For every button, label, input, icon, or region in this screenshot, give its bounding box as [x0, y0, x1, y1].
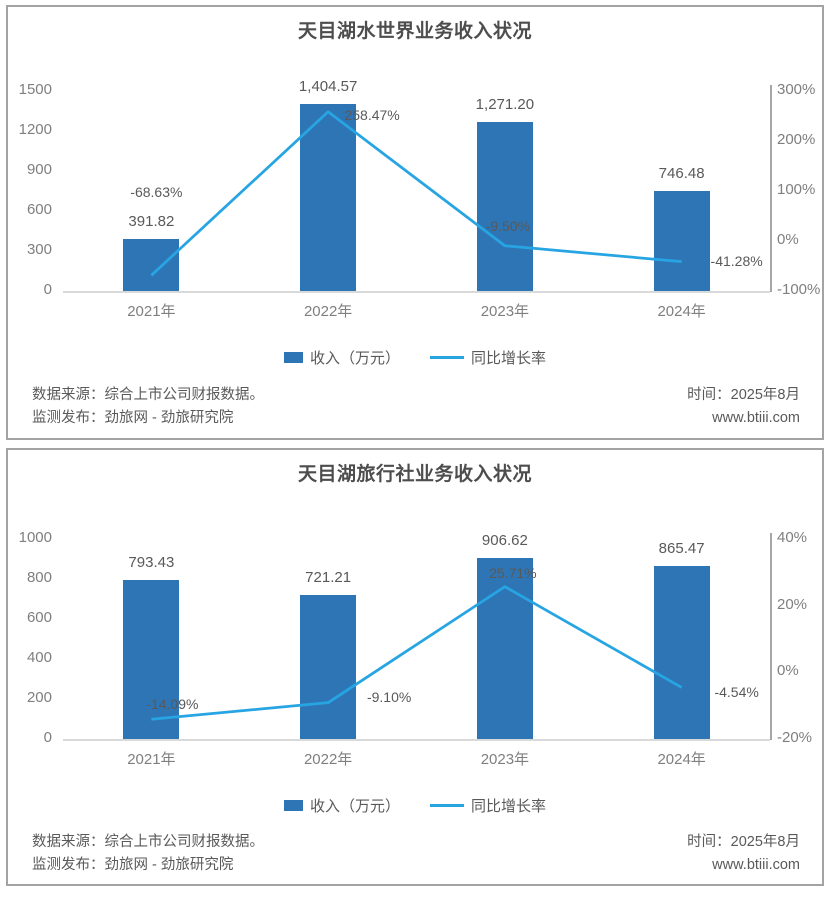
legend-label-growth: 同比增长率 [471, 350, 547, 367]
chart-panel-water-world: 天目湖水世界业务收入状况 收入（万元） 同比增长率 数据来源：综合上市公司财报数… [6, 5, 824, 440]
right-axis-tick-label: -100% [777, 281, 821, 298]
chart-footer: 数据来源：综合上市公司财报数据。 监测发布：劲旅网 - 劲旅研究院 时间：202… [32, 384, 800, 430]
revenue-bar [653, 565, 710, 739]
left-axis-tick-label: 300 [26, 241, 52, 258]
right-axis-line [770, 533, 772, 740]
legend-label-revenue: 收入（万元） [309, 350, 400, 367]
growth-point-label: -9.10% [366, 688, 412, 705]
growth-point-label: -68.63% [130, 184, 183, 201]
revenue-bar [476, 121, 533, 291]
growth-point-label: -9.50% [485, 217, 531, 234]
legend-item-growth: 同比增长率 [430, 347, 546, 368]
right-axis-tick-label: 200% [777, 131, 816, 148]
legend-item-growth: 同比增长率 [430, 795, 546, 816]
right-axis-tick-label: 20% [777, 595, 808, 613]
footer-time-line: 时间：2025年8月 [687, 834, 800, 850]
revenue-bar [653, 191, 710, 291]
left-axis-tick-label: 0 [43, 281, 52, 298]
footer-publisher-line: 监测发布：劲旅网 - 劲旅研究院 [32, 857, 234, 873]
legend-item-revenue: 收入（万元） [283, 795, 400, 816]
growth-rate-polyline [151, 585, 683, 721]
left-axis-tick-label: 1200 [18, 121, 52, 138]
footer-source-block: 数据来源：综合上市公司财报数据。 监测发布：劲旅网 - 劲旅研究院 [32, 831, 264, 877]
chart-footer: 数据来源：综合上市公司财报数据。 监测发布：劲旅网 - 劲旅研究院 时间：202… [32, 831, 800, 877]
revenue-bar [300, 103, 357, 291]
bar-value-label: 391.82 [128, 212, 175, 230]
footer-website: www.btiii.com [712, 410, 800, 426]
left-axis-tick-label: 200 [26, 689, 52, 706]
right-axis-tick-label: 100% [777, 181, 816, 198]
right-axis-tick-label: 40% [777, 529, 808, 546]
left-axis-tick-label: 800 [26, 569, 52, 586]
footer-publisher-line: 监测发布：劲旅网 - 劲旅研究院 [32, 410, 234, 426]
growth-rate-polyline [150, 110, 682, 277]
right-axis-line [770, 85, 772, 292]
right-axis-tick-label: -20% [777, 729, 813, 746]
left-axis-tick-label: 600 [26, 201, 52, 218]
legend: 收入（万元） 同比增长率 [8, 347, 822, 368]
category-label: 2021年 [127, 751, 176, 768]
growth-point-label: 258.47% [344, 106, 400, 123]
legend-item-revenue: 收入（万元） [283, 347, 400, 368]
left-axis-tick-label: 1500 [18, 81, 52, 98]
revenue-bar [123, 238, 180, 291]
footer-website: www.btiii.com [712, 857, 800, 873]
footer-source-block: 数据来源：综合上市公司财报数据。 监测发布：劲旅网 - 劲旅研究院 [32, 384, 264, 430]
left-axis-tick-label: 1000 [18, 529, 52, 546]
category-label: 2021年 [127, 303, 176, 320]
left-axis-tick-label: 900 [26, 161, 52, 178]
right-axis-tick-label: 0% [777, 231, 799, 248]
x-axis-line [63, 291, 770, 293]
bar-value-label: 1,271.20 [475, 95, 535, 113]
footer-source-line: 数据来源：综合上市公司财报数据。 [32, 834, 264, 850]
growth-point-label: -14.09% [146, 696, 199, 713]
category-label: 2023年 [480, 303, 530, 320]
category-label: 2024年 [657, 751, 706, 768]
growth-point-label: -4.54% [714, 684, 759, 701]
category-label: 2022年 [303, 751, 353, 768]
category-label: 2023年 [480, 751, 530, 768]
bar-value-label: 906.62 [481, 531, 528, 549]
bar-value-label: 865.47 [658, 539, 705, 557]
revenue-bar [476, 557, 533, 739]
left-axis-tick-label: 600 [26, 609, 52, 626]
chart-title: 天目湖水世界业务收入状况 [297, 21, 532, 42]
line-swatch-icon [430, 804, 464, 807]
revenue-bar [300, 594, 357, 739]
bar-swatch-icon [283, 800, 303, 811]
x-axis-line [63, 739, 770, 741]
bar-value-label: 793.43 [128, 554, 175, 572]
right-axis-tick-label: 0% [777, 662, 799, 680]
category-label: 2024年 [657, 303, 706, 320]
footer-meta-block: 时间：2025年8月 www.btiii.com [687, 831, 800, 877]
legend: 收入（万元） 同比增长率 [8, 795, 822, 816]
footer-source-line: 数据来源：综合上市公司财报数据。 [32, 387, 264, 403]
footer-time-line: 时间：2025年8月 [687, 387, 800, 403]
legend-label-revenue: 收入（万元） [309, 798, 400, 815]
footer-meta-block: 时间：2025年8月 www.btiii.com [687, 384, 800, 430]
bar-swatch-icon [283, 352, 303, 363]
legend-label-growth: 同比增长率 [471, 798, 547, 815]
left-axis-tick-label: 400 [26, 649, 52, 666]
category-label: 2022年 [303, 303, 353, 320]
chart-title: 天目湖旅行社业务收入状况 [297, 464, 532, 485]
growth-point-label: 25.71% [489, 564, 537, 581]
line-swatch-icon [430, 356, 464, 359]
right-axis-tick-label: 300% [777, 81, 816, 98]
bar-value-label: 1,404.57 [298, 77, 358, 95]
chart-panel-travel-agency: 天目湖旅行社业务收入状况 收入（万元） 同比增长率 数据来源：综合上市公司财报数… [6, 448, 824, 886]
bar-value-label: 746.48 [658, 165, 705, 183]
left-axis-tick-label: 0 [43, 729, 52, 746]
revenue-bar [123, 580, 180, 739]
growth-point-label: -41.28% [710, 252, 763, 269]
bar-value-label: 721.21 [305, 568, 352, 586]
